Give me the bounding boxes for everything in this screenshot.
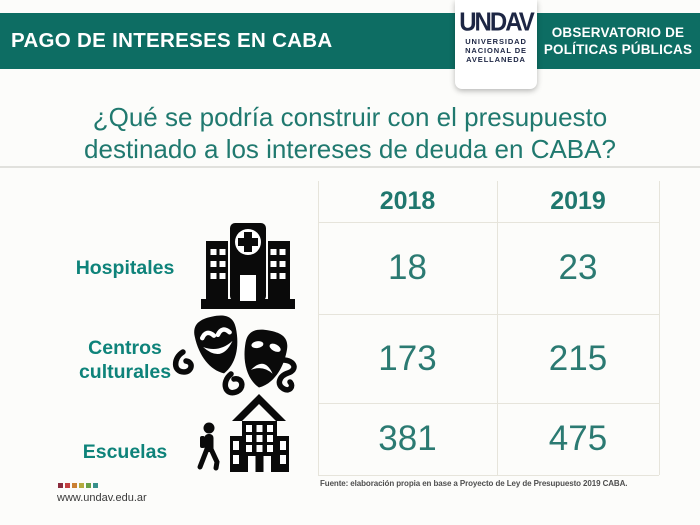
theater-masks-icon (172, 315, 297, 396)
table-grid-line (318, 181, 319, 475)
value-hospitales-2018: 18 (388, 248, 427, 287)
column-header-2018: 2018 (379, 187, 436, 215)
brand-square (86, 483, 91, 488)
brand-square (58, 483, 63, 488)
table-grid-line (318, 222, 659, 223)
school-icon (197, 394, 289, 472)
page-title-line1: ¿Qué se podría construir con el presupue… (92, 102, 608, 132)
undav-logo-sub3: AVELLANEDA (466, 55, 526, 64)
divider (0, 166, 700, 168)
value-escuelas-2019: 475 (548, 419, 608, 458)
header-banner-right-line2: POLÍTICAS PÚBLICAS (543, 42, 693, 57)
row-label-centros-culturales: Centros culturales (78, 337, 172, 383)
undav-logo-sub1: UNIVERSIDAD (465, 37, 527, 46)
value-hospitales-2019: 23 (558, 248, 598, 287)
page-title-line2: destinado a los intereses de deuda en CA… (84, 134, 616, 164)
value-centros-2019: 215 (548, 339, 608, 378)
website-url: www.undav.edu.ar (57, 492, 147, 504)
value-escuelas-2018: 381 (378, 419, 437, 458)
table-grid-line (318, 475, 659, 476)
row-label-hospitales: Hospitales (75, 257, 175, 279)
header-banner-left-label: PAGO DE INTERESES EN CABA (11, 29, 333, 52)
brand-square (72, 483, 77, 488)
header-banner-right-line1: OBSERVATORIO DE (551, 24, 685, 40)
table-grid-line (497, 181, 498, 475)
brand-square (65, 483, 70, 488)
page-title: ¿Qué se podría construir con el presupue… (0, 101, 700, 165)
row-label-escuelas: Escuelas (82, 441, 168, 463)
header-banner-left: PAGO DE INTERESES EN CABA (0, 13, 456, 69)
table-grid-line (659, 181, 660, 475)
table-grid-line (318, 314, 659, 315)
header-banner-right: OBSERVATORIO DE POLÍTICAS PÚBLICAS (536, 13, 700, 69)
table-grid-line (318, 403, 659, 404)
undav-logo-card: UNDAV UNIVERSIDAD NACIONAL DE AVELLANEDA (455, 0, 537, 89)
hospital-icon (201, 223, 295, 309)
source-note: Fuente: elaboración propia en base a Pro… (320, 479, 628, 488)
brand-square (93, 483, 98, 488)
value-centros-2018: 173 (378, 339, 437, 378)
brand-square (79, 483, 84, 488)
column-header-2019: 2019 (550, 187, 606, 215)
brand-color-squares (58, 483, 98, 488)
undav-logo-sub2: NACIONAL DE (465, 46, 527, 55)
undav-logo-icon: UNDAV (459, 7, 535, 38)
